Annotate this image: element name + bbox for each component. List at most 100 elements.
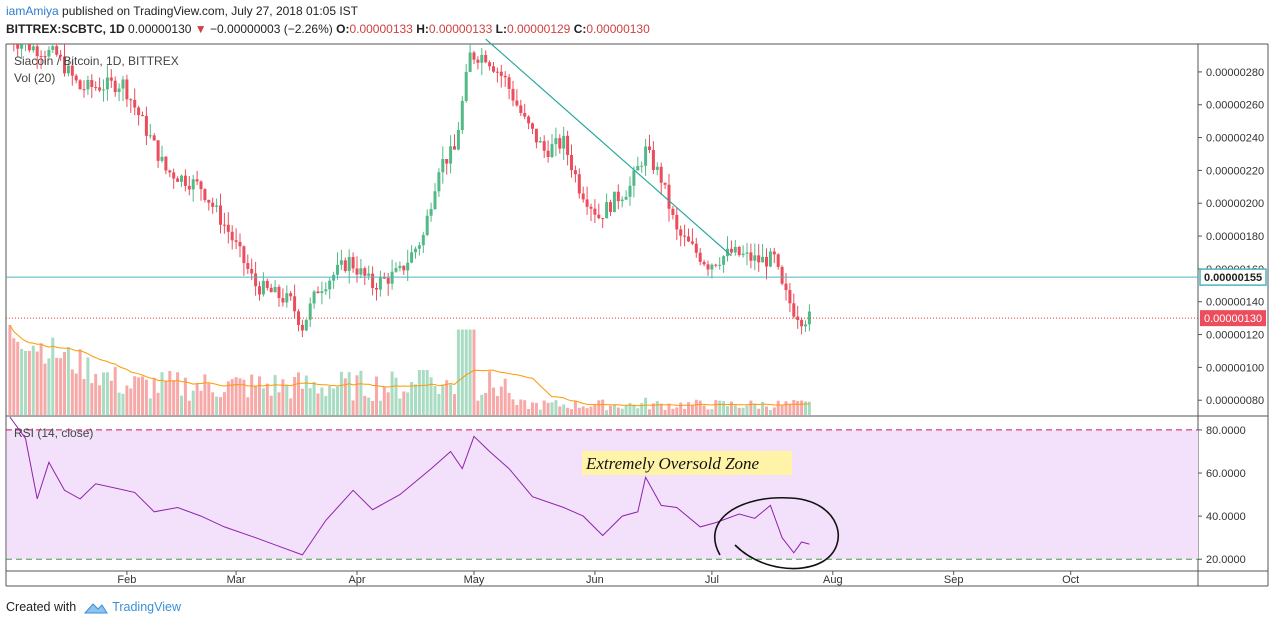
volume-bar bbox=[429, 377, 433, 415]
volume-bar bbox=[527, 408, 531, 415]
rsi-tick-label: 40.0000 bbox=[1206, 511, 1246, 523]
candle-body bbox=[281, 298, 285, 303]
candle-body bbox=[113, 80, 117, 93]
time-tick-label: Apr bbox=[348, 574, 365, 586]
candle-body bbox=[460, 100, 464, 131]
candle-body bbox=[230, 231, 234, 241]
last-price-label-box bbox=[1200, 310, 1266, 327]
volume-bar bbox=[289, 398, 293, 415]
candle-body bbox=[191, 179, 195, 190]
volume-bar bbox=[706, 409, 710, 415]
volume-bar bbox=[566, 407, 570, 415]
candle-body bbox=[375, 288, 378, 290]
volume-bar bbox=[659, 403, 663, 415]
volume-bar bbox=[765, 406, 768, 415]
volume-bar bbox=[519, 399, 523, 415]
candle-body bbox=[698, 252, 702, 262]
candle-body bbox=[651, 149, 655, 170]
volume-bar bbox=[792, 399, 796, 415]
volume-bar bbox=[437, 393, 441, 415]
symbol-label: BITTREX:SCBTC, 1D bbox=[6, 22, 125, 36]
hand-drawn-circle bbox=[713, 497, 839, 570]
candle-body bbox=[425, 215, 429, 235]
trend-line[interactable] bbox=[485, 38, 732, 257]
volume-bar bbox=[710, 409, 714, 415]
volume-bar bbox=[749, 400, 753, 415]
candle-body bbox=[144, 115, 148, 136]
volume-bar bbox=[761, 401, 765, 415]
candle-body bbox=[605, 202, 609, 219]
volume-bar bbox=[304, 375, 308, 415]
volume-bar bbox=[460, 329, 464, 415]
volume-bar bbox=[129, 388, 133, 415]
candle-body bbox=[293, 296, 297, 312]
volume-bar bbox=[152, 378, 156, 415]
candle-body bbox=[531, 123, 534, 129]
volume-bar bbox=[219, 397, 222, 415]
candle-body bbox=[753, 255, 757, 261]
candle-body bbox=[776, 254, 780, 267]
candle-body bbox=[453, 146, 456, 150]
volume-bar bbox=[492, 387, 495, 415]
volume-bar bbox=[675, 407, 679, 415]
volume-bar bbox=[390, 371, 394, 415]
candle-body bbox=[51, 46, 55, 50]
volume-bar bbox=[363, 395, 367, 415]
volume-bar bbox=[503, 378, 507, 415]
volume-bar bbox=[367, 397, 371, 415]
volume-bar bbox=[121, 393, 125, 415]
volume-bar bbox=[199, 390, 203, 415]
volume-bar bbox=[148, 398, 152, 415]
candle-body bbox=[655, 166, 659, 170]
candle-body bbox=[371, 273, 375, 289]
volume-bar bbox=[82, 379, 86, 415]
volume-bar bbox=[195, 383, 199, 415]
volume-bar bbox=[531, 402, 534, 415]
tradingview-logo-icon bbox=[84, 602, 109, 614]
volume-bar bbox=[156, 392, 160, 415]
volume-bar bbox=[16, 341, 20, 415]
candle-body bbox=[265, 280, 269, 288]
volume-bar bbox=[714, 400, 718, 415]
candle-body bbox=[211, 202, 215, 207]
price-tick-label: 0.00000280 bbox=[1206, 67, 1264, 79]
volume-bar bbox=[324, 396, 328, 415]
candle-body bbox=[433, 191, 437, 209]
candle-body bbox=[222, 224, 226, 226]
candle-body bbox=[406, 262, 410, 271]
volume-bar bbox=[51, 337, 55, 415]
candle-body bbox=[788, 290, 792, 304]
candle-body bbox=[632, 170, 636, 186]
candle-body bbox=[593, 208, 597, 215]
volume-bar bbox=[273, 375, 277, 415]
candle-body bbox=[43, 56, 47, 58]
candle-body bbox=[250, 268, 254, 274]
volume-bar bbox=[59, 358, 63, 415]
candle-body bbox=[768, 251, 772, 267]
candle-body bbox=[640, 165, 644, 167]
change-value: −0.00000003 (−2.26%) bbox=[210, 22, 333, 36]
volume-bar bbox=[554, 400, 558, 415]
candle-body bbox=[332, 274, 336, 281]
tradingview-link[interactable]: TradingView bbox=[112, 600, 181, 614]
candle-body bbox=[47, 49, 51, 57]
candle-body bbox=[117, 88, 121, 93]
candle-body bbox=[570, 154, 573, 171]
volume-bar bbox=[281, 379, 285, 415]
volume-bar bbox=[417, 370, 421, 415]
support-price-label: 0.00000155 bbox=[1204, 272, 1262, 284]
candle-body bbox=[125, 79, 129, 100]
candle-body bbox=[328, 280, 332, 290]
volume-bar bbox=[63, 351, 66, 415]
author-link[interactable]: iamAmiya bbox=[6, 4, 59, 18]
footer: Created with TradingView bbox=[6, 600, 181, 615]
candle-body bbox=[437, 172, 441, 192]
candle-body bbox=[507, 77, 511, 89]
rsi-tick-label: 80.0000 bbox=[1206, 425, 1246, 437]
volume-bar bbox=[702, 405, 706, 415]
volume-bar bbox=[655, 401, 659, 415]
candle-body bbox=[765, 256, 768, 267]
time-tick-label: Mar bbox=[227, 574, 246, 586]
volume-bar bbox=[768, 410, 772, 415]
